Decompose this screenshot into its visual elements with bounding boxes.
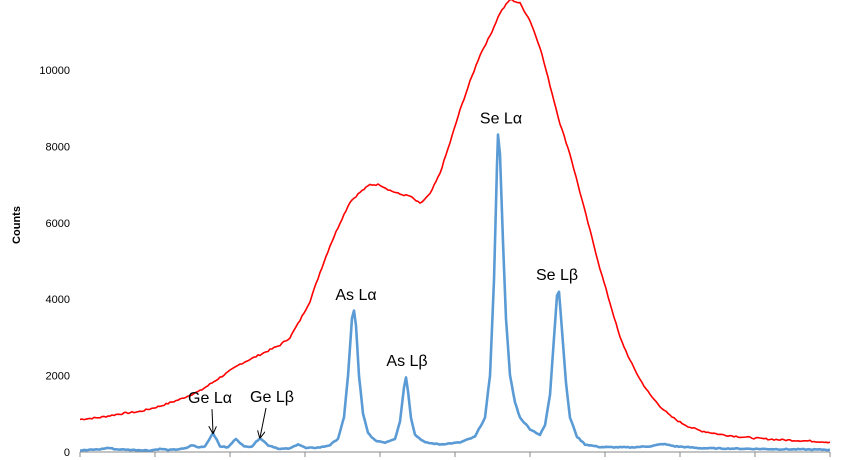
peak-label: As Lα [335, 287, 376, 304]
y-tick-label: 4000 [46, 294, 70, 306]
peak-label: Ge Lα [188, 390, 232, 407]
y-tick-label: 6000 [46, 218, 70, 230]
y-tick-label: 10000 [39, 65, 70, 77]
peak-label: Ge Lβ [250, 389, 294, 406]
peak-label: As Lβ [386, 353, 427, 370]
x-axis [79, 451, 831, 457]
peak-label: Se Lα [480, 111, 522, 128]
y-axis-ticks: 0 2000 4000 6000 8000 10000 [39, 65, 70, 459]
series-group [79, 0, 831, 453]
y-tick-label: 8000 [46, 141, 70, 153]
blue-spectrum-line [79, 133, 831, 453]
y-tick-label: 0 [64, 447, 70, 459]
annotation-arrow [212, 409, 213, 433]
peak-annotations: Ge Lα Ge Lβ As Lα As Lβ Se Lα Se Lβ [188, 111, 578, 438]
red-spectrum-line [79, 0, 831, 444]
peak-label: Se Lβ [536, 267, 578, 284]
annotation-arrow [260, 407, 267, 438]
y-tick-label: 2000 [46, 371, 70, 383]
y-axis-title: Counts [11, 206, 23, 244]
